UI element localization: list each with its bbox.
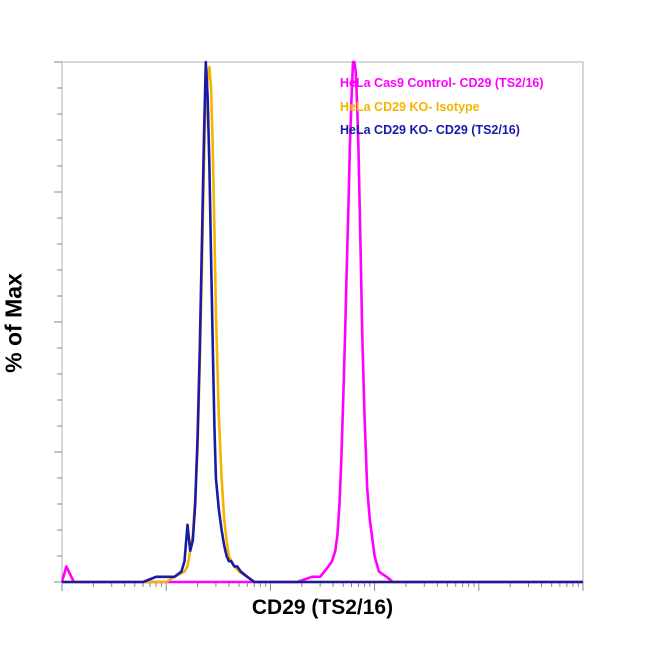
legend-entry-ko-cd29: HeLa CD29 KO- CD29 (TS2/16) — [340, 123, 520, 137]
series-ko-cd29 — [62, 60, 583, 584]
legend-entry-isotype: HeLa CD29 KO- Isotype — [340, 99, 480, 114]
series-isotype — [62, 65, 583, 584]
y-axis-label: % of Max — [0, 273, 27, 373]
legend-entry-control: HeLa Cas9 Control- CD29 (TS2/16) — [340, 76, 544, 90]
series-control — [60, 60, 583, 584]
legend: HeLa Cas9 Control- CD29 (TS2/16) HeLa CD… — [340, 72, 544, 143]
x-axis-label: CD29 (TS2/16) — [251, 596, 394, 619]
series-lines — [60, 60, 583, 584]
